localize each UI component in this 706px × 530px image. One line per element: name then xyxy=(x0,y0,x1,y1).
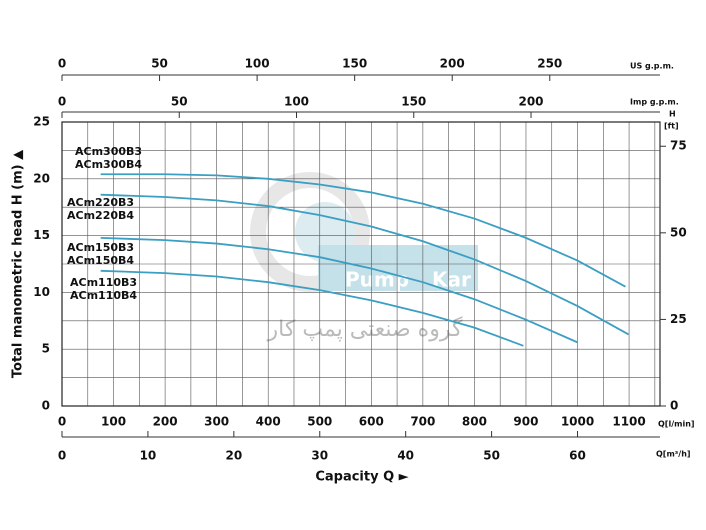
top-unit: US g.p.m. xyxy=(630,62,674,71)
x-tick-label: 200 xyxy=(153,415,178,429)
us-gpm-axis-tick-label: 250 xyxy=(537,57,562,71)
pump-curve xyxy=(100,269,524,347)
y-tick-label: 0 xyxy=(42,399,50,413)
m3h-axis-tick-label: 30 xyxy=(311,449,328,463)
pump-curve xyxy=(100,193,629,336)
m3h-axis-tick-label: 60 xyxy=(569,449,586,463)
m3h-axis-tick-label: 40 xyxy=(397,449,414,463)
x-tick-label: 800 xyxy=(462,415,487,429)
series-label: ACm150B3 xyxy=(67,241,134,254)
series-label: ACm150B4 xyxy=(67,254,134,267)
y-tick-label: 5 xyxy=(42,342,50,356)
y2-unit: [ft] xyxy=(664,122,679,131)
series-label: ACm110B4 xyxy=(70,289,137,302)
y-tick-label: 10 xyxy=(33,285,50,299)
top-unit: Imp g.p.m. xyxy=(630,98,679,107)
y2-unit: H xyxy=(669,110,676,119)
watermark-logo xyxy=(250,172,478,292)
series-label: ACm110B3 xyxy=(70,276,137,289)
pump-curve xyxy=(100,173,626,288)
x-tick-label: 900 xyxy=(513,415,538,429)
x-tick-label: 1100 xyxy=(612,415,645,429)
y-tick-label: 25 xyxy=(33,115,50,129)
us-gpm-axis-tick-label: 50 xyxy=(151,57,168,71)
series-label: ACm220B4 xyxy=(67,209,134,222)
imp-gpm-axis-tick-label: 50 xyxy=(171,95,188,109)
y2-tick-label: 25 xyxy=(670,312,687,326)
us-gpm-axis-tick-label: 200 xyxy=(440,57,465,71)
x-tick-label: 600 xyxy=(359,415,384,429)
m3h-axis-tick-label: 50 xyxy=(483,449,500,463)
x-tick-label: 500 xyxy=(307,415,332,429)
watermark-text: Pump xyxy=(345,268,409,292)
x2-unit: Q[m³/h] xyxy=(656,450,691,459)
y-tick-label: 20 xyxy=(33,171,50,185)
y-tick-label: 15 xyxy=(33,228,50,242)
m3h-axis-tick-label: 10 xyxy=(140,449,157,463)
imp-gpm-axis-tick-label: 200 xyxy=(518,95,543,109)
imp-gpm-axis-tick-label: 0 xyxy=(58,95,66,109)
series-label: ACm300B4 xyxy=(75,158,142,171)
series-label: ACm220B3 xyxy=(67,196,134,209)
us-gpm-axis-tick-label: 100 xyxy=(245,57,270,71)
m3h-axis-tick-label: 20 xyxy=(225,449,242,463)
watermark-text: گروه صنعتی پمپ کار xyxy=(267,316,463,342)
y-axis-label: Total manometric head H (m) ▲ xyxy=(11,150,26,378)
y2-tick-label: 75 xyxy=(670,139,687,153)
us-gpm-axis-tick-label: 150 xyxy=(342,57,367,71)
x-tick-label: 1000 xyxy=(561,415,594,429)
x-tick-label: 100 xyxy=(101,415,126,429)
x-tick-label: 300 xyxy=(204,415,229,429)
y2-tick-label: 0 xyxy=(670,399,678,413)
m3h-axis-tick-label: 0 xyxy=(58,449,66,463)
series-label: ACm300B3 xyxy=(75,145,142,158)
x-unit: Q[l/min] xyxy=(658,420,695,429)
imp-gpm-axis-tick-label: 150 xyxy=(401,95,426,109)
x-tick-label: 0 xyxy=(58,415,66,429)
pump-curve xyxy=(100,236,578,344)
y2-tick-label: 50 xyxy=(670,225,687,239)
us-gpm-axis-tick-label: 0 xyxy=(58,57,66,71)
x-tick-label: 400 xyxy=(256,415,281,429)
x-axis-label: Capacity Q ► xyxy=(315,470,408,485)
imp-gpm-axis-tick-label: 100 xyxy=(284,95,309,109)
x-tick-label: 700 xyxy=(410,415,435,429)
